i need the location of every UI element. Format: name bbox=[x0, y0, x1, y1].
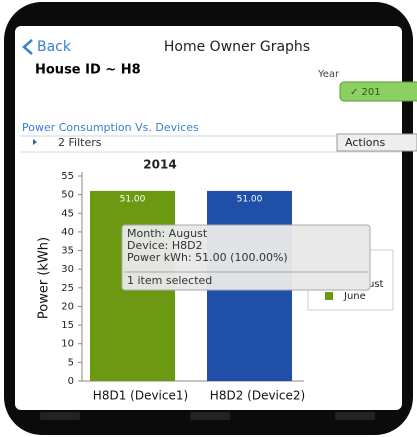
tooltip bbox=[121, 224, 371, 291]
header-title: Home Owner Graphs bbox=[164, 39, 310, 55]
y-tick-label: 45 bbox=[61, 208, 74, 219]
filter-toggle[interactable] bbox=[33, 139, 37, 145]
legend-label: June bbox=[343, 291, 366, 302]
value-label: 51.00 bbox=[120, 194, 146, 204]
tooltip-footer: 1 item selected bbox=[127, 274, 212, 287]
tooltip-line: Power kWh: 51.00 (100.00%) bbox=[127, 251, 288, 264]
filters[interactable]: 2 Filters bbox=[58, 136, 102, 149]
y-tick-label: 55 bbox=[61, 171, 74, 182]
year-button[interactable] bbox=[339, 81, 417, 102]
value-label: 51.00 bbox=[237, 194, 263, 204]
x-tick-label: H8D2 (Device2) bbox=[210, 389, 305, 403]
legend-swatch bbox=[325, 292, 333, 300]
section-title: Power Consumption Vs. Devices bbox=[22, 121, 199, 134]
y-tick-label: 25 bbox=[61, 283, 74, 294]
tooltip-line: Device: H8D2 bbox=[127, 239, 203, 252]
y-tick-label: 0 bbox=[68, 376, 74, 387]
y-tick-label: 10 bbox=[61, 339, 74, 350]
y-tick-label: 15 bbox=[61, 320, 74, 331]
actions-text[interactable]: Actions bbox=[345, 136, 385, 149]
house-id: House ID ~ H8 bbox=[35, 63, 141, 78]
chart-title: 2014 bbox=[143, 158, 176, 172]
y-tick-label: 5 bbox=[68, 357, 74, 368]
y-tick-label: 40 bbox=[61, 227, 74, 238]
y-tick-label: 20 bbox=[61, 301, 74, 312]
year-button-text[interactable]: ✓ 201 bbox=[350, 87, 381, 98]
actions-button[interactable] bbox=[336, 133, 417, 152]
back-arrow[interactable] bbox=[22, 39, 33, 55]
y-tick-label: 50 bbox=[61, 190, 74, 201]
nav-button[interactable] bbox=[40, 412, 80, 420]
y-axis-label: Power (kWh) bbox=[37, 237, 52, 319]
y-tick-label: 35 bbox=[61, 246, 74, 257]
nav-button[interactable] bbox=[190, 412, 230, 420]
back-button[interactable]: Back bbox=[37, 39, 72, 55]
year-label: Year bbox=[317, 69, 340, 80]
y-tick-label: 30 bbox=[61, 264, 74, 275]
legend-label: ust bbox=[368, 279, 384, 290]
nav-button[interactable] bbox=[335, 412, 375, 420]
tooltip-line: Month: August bbox=[127, 227, 208, 240]
chart: 2014 Power (kWh) 0 5 10 15 20 25 30 35 40 45 50 55 H8D… bbox=[37, 158, 394, 403]
x-tick-label: H8D1 (Device1) bbox=[93, 389, 188, 403]
